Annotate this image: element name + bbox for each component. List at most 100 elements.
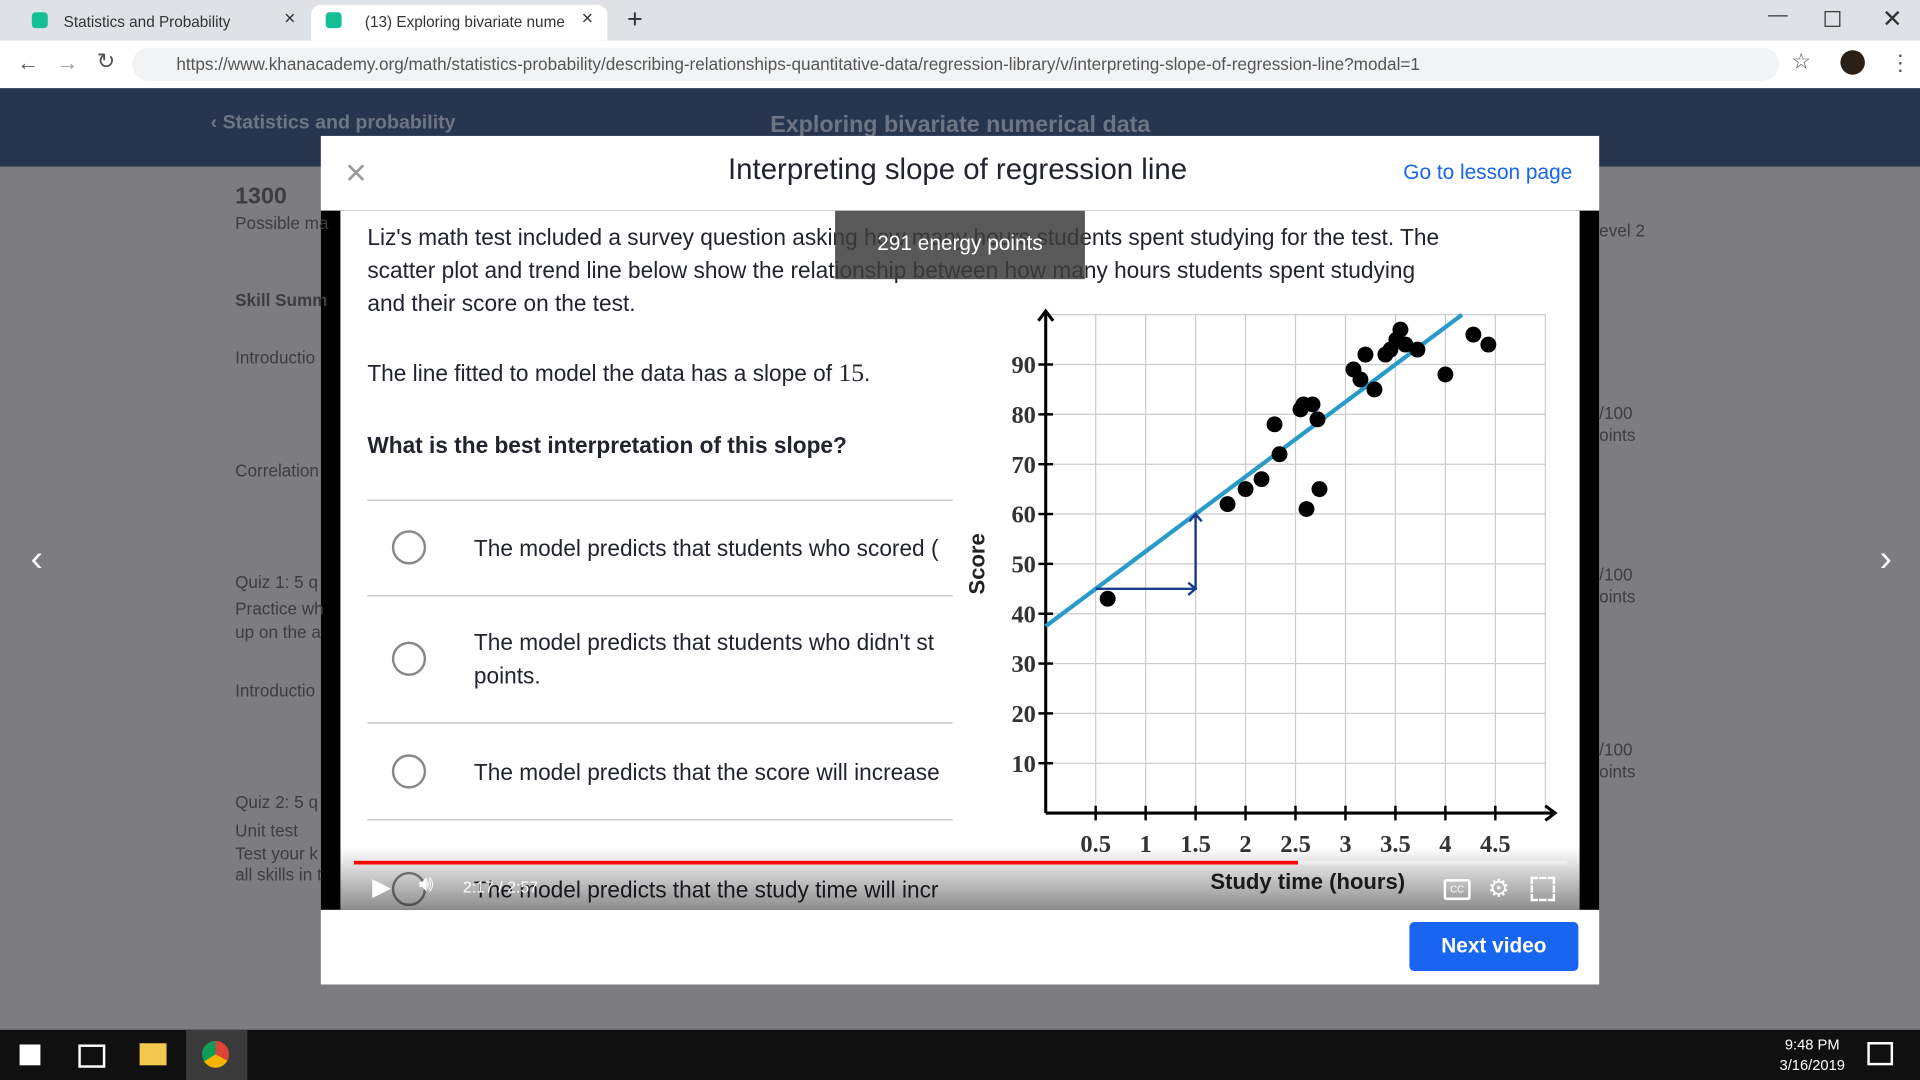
tab[interactable]: Statistics and Probability | Khan A	[63, 13, 231, 31]
data-point	[1219, 496, 1236, 513]
points-caption: Possible ma	[235, 213, 329, 233]
option-line: The model predicts that students who sco…	[473, 534, 939, 561]
video-player[interactable]: Liz's math test included a survey questi…	[320, 210, 1600, 910]
bookmark[interactable]: ☆	[1791, 48, 1812, 74]
breadcrumb[interactable]: ‹ Statistics and probability	[210, 112, 456, 134]
separator	[367, 499, 953, 501]
y-tick-label: 90	[1011, 352, 1035, 379]
data-point	[1271, 446, 1288, 463]
x-tick-label: 1.5	[1180, 831, 1211, 858]
play-button[interactable]: ▶	[372, 874, 392, 902]
close-tab[interactable]: ×	[284, 8, 296, 30]
radio	[391, 754, 427, 789]
favicon	[325, 12, 342, 29]
close-window[interactable]: ✕	[1882, 6, 1903, 34]
volume-button[interactable]: 🔊︎	[418, 871, 434, 898]
points-label: /100	[1599, 402, 1633, 423]
option[interactable]: The model predicts that the study time w…	[367, 841, 955, 910]
task-view[interactable]	[78, 1044, 106, 1068]
settings-button[interactable]: ⚙	[1487, 875, 1510, 903]
data-point	[1266, 416, 1283, 433]
option-line: The model predicts that the score will i…	[473, 758, 940, 785]
notifications[interactable]	[1867, 1042, 1894, 1066]
x-tick-label: 4.5	[1480, 831, 1511, 858]
y-tick-label: 30	[1011, 651, 1035, 678]
points-label: oints	[1599, 424, 1636, 445]
y-tick-label: 60	[1011, 502, 1035, 529]
breadcrumb-text: Statistics and probability	[222, 112, 456, 134]
data-point	[1304, 396, 1321, 413]
fullscreen-button[interactable]	[1530, 876, 1556, 902]
address-bar: ← → ↻ https://www.khanacademy.org/math/s…	[0, 40, 1920, 90]
explorer[interactable]	[139, 1043, 167, 1066]
lesson-link[interactable]: Go to lesson page	[1403, 160, 1573, 184]
slope-annotation	[1095, 512, 1203, 596]
next-arrow[interactable]: ›	[1879, 538, 1892, 580]
separator	[367, 722, 953, 724]
y-tick-label: 50	[1011, 551, 1035, 578]
video-frame: Liz's math test included a survey questi…	[340, 210, 1580, 910]
level: evel 2	[1599, 220, 1645, 240]
option[interactable]: The model predicts that students who sco…	[367, 500, 955, 596]
cc-button[interactable]: CC	[1443, 879, 1471, 900]
maximize[interactable]	[1824, 11, 1841, 27]
slope-end: .	[864, 360, 871, 386]
profile[interactable]	[1840, 50, 1865, 75]
scatter-chart: 0.5 1 1.5 2 2.5 3 3.5 4 4.5 10 20 30 40 50 60 70 80 90 Stu…	[964, 308, 1558, 894]
data-point	[1480, 336, 1497, 353]
prev-arrow[interactable]: ‹	[30, 538, 43, 580]
data-point	[1099, 590, 1116, 607]
sidebar-item: Quiz 2: 5 q	[235, 792, 319, 812]
favicon	[31, 12, 48, 29]
start-button[interactable]	[19, 1044, 41, 1066]
unit-title: Exploring bivariate numerical data	[770, 112, 1151, 139]
x-tick-label: 3	[1339, 831, 1351, 858]
data-point	[1437, 366, 1454, 383]
menu[interactable]: ⋮	[1889, 50, 1912, 75]
new-tab[interactable]: +	[626, 3, 643, 35]
close-modal[interactable]: ×	[345, 153, 367, 194]
sidebar-item: Correlation	[235, 460, 319, 480]
y-tick-label: 80	[1011, 402, 1035, 429]
data-point	[1298, 501, 1315, 518]
option-line: The model predicts that students who did…	[473, 629, 935, 656]
separator	[367, 819, 953, 821]
reload[interactable]: ↻	[96, 48, 116, 74]
question: What is the best interpretation of this …	[367, 432, 847, 458]
intro-line: and their score on the test.	[367, 290, 636, 316]
modal-title: Interpreting slope of regression line	[728, 153, 1188, 187]
data-point	[1392, 321, 1409, 338]
sidebar-item: Skill Summ	[235, 290, 328, 310]
url[interactable]: https://www.khanacademy.org/math/statist…	[132, 47, 1780, 81]
tab[interactable]: (13) Exploring bivariate nume	[311, 4, 608, 41]
option-line: points.	[473, 662, 541, 689]
y-tick-label: 40	[1011, 601, 1035, 628]
data-point	[1357, 346, 1374, 363]
back[interactable]: ←	[17, 50, 40, 75]
y-tick-label: 10	[1011, 751, 1035, 778]
sidebar-item: Introductio	[235, 347, 316, 368]
y-axis	[1037, 308, 1055, 814]
points-label: /100	[1599, 564, 1633, 585]
data-point	[1397, 336, 1414, 353]
date: 3/16/2019	[1779, 1056, 1845, 1074]
sidebar-item: up on the a	[235, 622, 321, 642]
chrome[interactable]	[186, 1029, 248, 1080]
sidebar-item: Practice wh	[235, 598, 324, 619]
separator	[367, 595, 953, 597]
option[interactable]: The model predicts that students who did…	[367, 595, 955, 722]
radio	[391, 530, 427, 565]
close-tab[interactable]: ×	[581, 8, 594, 30]
time: 9:48 PM	[1784, 1035, 1840, 1054]
points-label: /100	[1599, 739, 1633, 760]
next-video-button[interactable]: Next video	[1409, 922, 1579, 972]
controls-shade	[320, 847, 1600, 910]
x-tick-label: 1	[1140, 831, 1152, 858]
forward[interactable]: →	[56, 50, 79, 75]
option[interactable]: The model predicts that the score will i…	[367, 724, 955, 820]
radio	[391, 871, 427, 907]
sidebar-item: all skills in t	[235, 864, 322, 885]
minimize[interactable]: —	[1768, 4, 1788, 26]
sidebar-item: Test your k	[235, 843, 319, 864]
